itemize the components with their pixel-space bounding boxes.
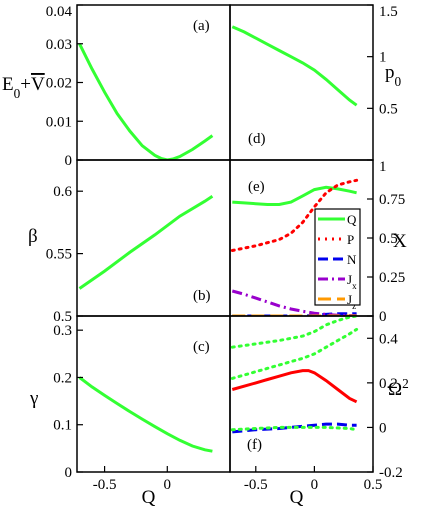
ytick-label-c-0: 0 — [65, 465, 73, 481]
xtick-label-f-1: 0 — [311, 477, 319, 493]
ytick-label-e-2: 0.5 — [379, 231, 398, 247]
panel-f: -0.2 0 0.2 0.4 -0.5 0 0.5 Q (f) Ω2 — [229, 315, 409, 508]
series-a-1-line — [78, 43, 214, 160]
panel-label-b: (b) — [193, 288, 211, 304]
ytick-label-f-3: 0.4 — [379, 331, 398, 347]
panel-label-c: (c) — [193, 339, 210, 355]
series-e-q-line — [232, 185, 357, 206]
panel-label-a: (a) — [193, 18, 210, 34]
legend-label-n: N — [347, 252, 357, 267]
panel-label-d: (d) — [248, 131, 266, 147]
ytick-label-a-4: 0.04 — [46, 4, 73, 20]
ytick-label-e-0: 0 — [379, 309, 387, 325]
ylabel-d: p0 — [385, 62, 402, 89]
ytick-label-b-0: 0.5 — [53, 309, 72, 325]
ytick-label-a-1: 0.01 — [46, 114, 72, 130]
ylabel-f: Ω2 — [388, 376, 409, 401]
xtick-label-c-1: 0 — [164, 477, 172, 493]
series-f-3-line — [231, 369, 358, 404]
legend-label-j: Jx — [347, 272, 357, 291]
ytick-label-d-0: 0.5 — [379, 101, 398, 117]
ytick-label-a-2: 0.02 — [46, 76, 72, 92]
series-f-4-line — [232, 422, 357, 434]
ylabel-b: β — [28, 226, 38, 247]
panel-label-f: (f) — [247, 437, 262, 453]
ytick-label-c-2: 0.2 — [53, 370, 72, 386]
panel-b: 0.5 0.55 0.6 (b) β — [28, 159, 231, 325]
ytick-label-f-2: 0.2 — [379, 376, 398, 392]
panel-c: 00.10.20.3-0.5 0Q(c)γ — [29, 315, 231, 508]
ytick-label-f-1: 0 — [379, 420, 387, 436]
panel-label-e: (e) — [248, 179, 265, 195]
legend-box — [314, 208, 361, 306]
ytick-label-b-1: 0.55 — [46, 247, 72, 263]
ytick-label-d-2: 1.5 — [379, 4, 398, 20]
series-e-j-line — [231, 289, 357, 316]
xtick-label-f-0: -0.5 — [244, 477, 268, 493]
ytick-label-c-3: 0.3 — [53, 323, 72, 339]
ylabel-c: γ — [29, 388, 38, 409]
xlabel-c: Q — [142, 487, 156, 508]
ylabel-a: E0+V — [2, 74, 45, 101]
series-b-1-line — [78, 194, 214, 290]
legend-label-q: Q — [347, 212, 357, 227]
series-e-p-line — [230, 178, 359, 252]
series-f-2-line — [230, 327, 359, 380]
ytick-label-f-0: -0.2 — [379, 465, 403, 481]
ytick-label-c-1: 0.1 — [53, 418, 72, 434]
ytick-label-a-3: 0.03 — [46, 37, 72, 53]
xtick-label-c-0: -0.5 — [93, 477, 117, 493]
panel-d: 0.5 1 1.5 (d) p0 — [229, 4, 402, 161]
series-f-5-line — [230, 425, 359, 432]
ytick-label-b-2: 0.6 — [53, 184, 72, 200]
ylabel-e: X — [393, 231, 407, 252]
xtick-label-f-2: 0.5 — [364, 477, 383, 493]
legend-label-p: P — [347, 232, 354, 247]
ytick-label-e-4: 1 — [379, 159, 387, 175]
panel-f-frame — [229, 315, 374, 473]
panel-a: 0 0.01 0.02 0.03 0.04 (a) E0+V — [2, 4, 231, 169]
series-c-1-line — [78, 376, 213, 453]
xlabel-f: Q — [290, 487, 304, 508]
ytick-label-e-3: 0.75 — [379, 192, 405, 208]
series-f-1-line — [230, 316, 359, 349]
series-d-1-line — [231, 25, 358, 107]
ytick-label-e-1: 0.25 — [379, 270, 405, 286]
ytick-label-a-0: 0 — [65, 153, 73, 169]
ytick-label-d-1: 1 — [379, 50, 387, 66]
legend-label-j-z: Jz — [347, 292, 356, 311]
